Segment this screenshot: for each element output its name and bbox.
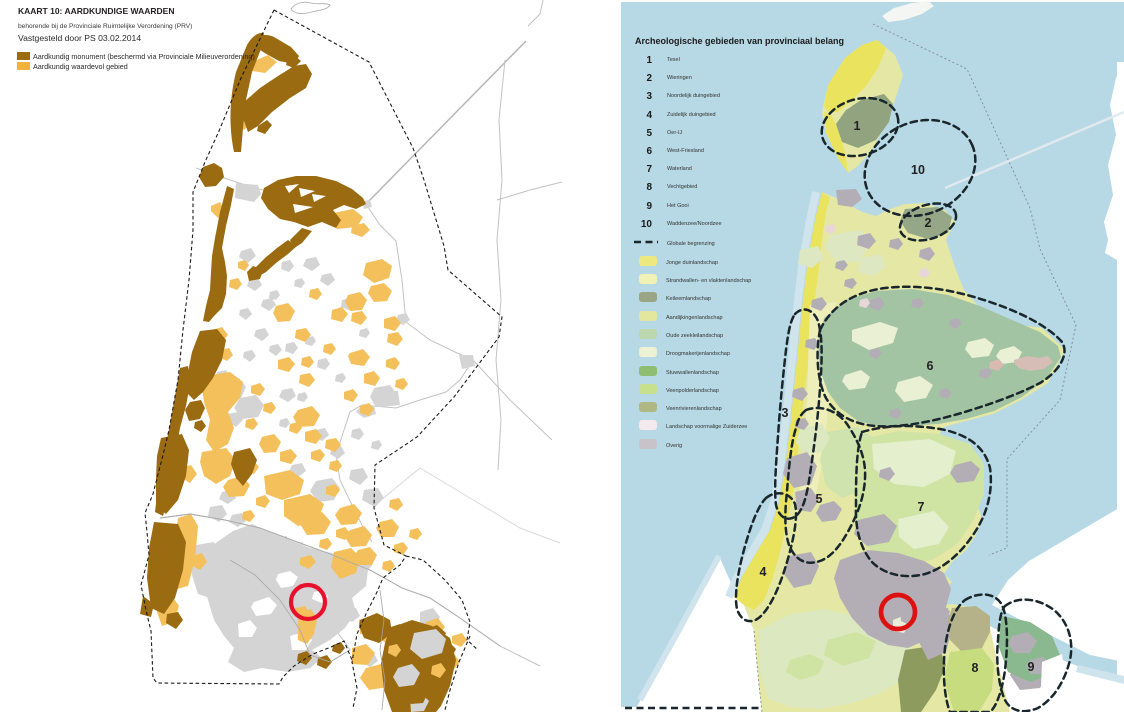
svg-text:4: 4 bbox=[646, 110, 652, 121]
svg-text:6: 6 bbox=[927, 359, 934, 373]
svg-text:Zuidelijk duingebied: Zuidelijk duingebied bbox=[667, 112, 716, 118]
svg-text:Strandwallen- en vlaktenlandsc: Strandwallen- en vlaktenlandschap bbox=[666, 278, 751, 284]
svg-text:8: 8 bbox=[972, 661, 979, 675]
svg-text:1: 1 bbox=[646, 55, 652, 66]
svg-text:Aardkundig monument (beschermd: Aardkundig monument (beschermd via Provi… bbox=[33, 52, 255, 61]
svg-text:Droogmakerijenlandschap: Droogmakerijenlandschap bbox=[666, 351, 730, 357]
svg-text:7: 7 bbox=[646, 164, 652, 175]
svg-text:Overig: Overig bbox=[666, 443, 682, 449]
svg-text:Wieringen: Wieringen bbox=[667, 75, 692, 81]
svg-text:Stuwwallenlandschap: Stuwwallenlandschap bbox=[666, 370, 719, 376]
svg-text:Aardkundig waardevol gebied: Aardkundig waardevol gebied bbox=[33, 62, 128, 71]
svg-text:10: 10 bbox=[641, 219, 653, 230]
svg-text:9: 9 bbox=[1028, 660, 1035, 674]
svg-text:Veenpolderlandschap: Veenpolderlandschap bbox=[666, 388, 719, 394]
svg-text:Waddenzee/Noordzee: Waddenzee/Noordzee bbox=[667, 221, 722, 227]
svg-text:KAART 10: AARDKUNDIGE WAARDEN: KAART 10: AARDKUNDIGE WAARDEN bbox=[18, 6, 174, 16]
svg-text:4: 4 bbox=[760, 565, 767, 579]
svg-text:1: 1 bbox=[854, 119, 861, 133]
svg-text:Globale begrenzing: Globale begrenzing bbox=[667, 241, 715, 247]
svg-text:Archeologische gebieden van pr: Archeologische gebieden van provinciaal … bbox=[635, 36, 844, 46]
svg-text:3: 3 bbox=[782, 406, 789, 420]
svg-text:Oer-IJ: Oer-IJ bbox=[667, 130, 683, 136]
svg-text:Het Gooi: Het Gooi bbox=[667, 203, 689, 209]
svg-text:3: 3 bbox=[646, 91, 652, 102]
svg-text:2: 2 bbox=[646, 73, 652, 84]
svg-text:Jonge duinlandschap: Jonge duinlandschap bbox=[666, 260, 718, 266]
svg-text:9: 9 bbox=[646, 201, 652, 212]
svg-text:8: 8 bbox=[646, 182, 652, 193]
svg-text:5: 5 bbox=[816, 492, 823, 506]
svg-text:10: 10 bbox=[911, 163, 925, 177]
svg-text:behorende bij de Provinciale R: behorende bij de Provinciale Ruimtelijke… bbox=[18, 23, 192, 30]
svg-text:2: 2 bbox=[925, 216, 932, 230]
svg-text:Aandijkingenlandschap: Aandijkingenlandschap bbox=[666, 315, 723, 321]
svg-text:6: 6 bbox=[646, 146, 652, 157]
svg-text:Landschap voormalige Zuiderzee: Landschap voormalige Zuiderzee bbox=[666, 424, 747, 430]
svg-text:Texel: Texel bbox=[667, 57, 680, 63]
svg-text:Vastgesteld door PS 03.02.201: Vastgesteld door PS 03.02.2014 bbox=[18, 33, 141, 43]
svg-text:West-Friesland: West-Friesland bbox=[667, 148, 704, 154]
svg-text:7: 7 bbox=[918, 500, 925, 514]
svg-text:Keileemlandschap: Keileemlandschap bbox=[666, 296, 711, 302]
svg-text:Veenrivierenlandschap: Veenrivierenlandschap bbox=[666, 406, 722, 412]
svg-text:Oude zeekleilandschap: Oude zeekleilandschap bbox=[666, 333, 723, 339]
svg-text:5: 5 bbox=[646, 128, 652, 139]
svg-text:Waterland: Waterland bbox=[667, 166, 692, 172]
svg-text:Noordelijk duingebied: Noordelijk duingebied bbox=[667, 93, 720, 99]
svg-text:Vechtgebied: Vechtgebied bbox=[667, 184, 697, 190]
